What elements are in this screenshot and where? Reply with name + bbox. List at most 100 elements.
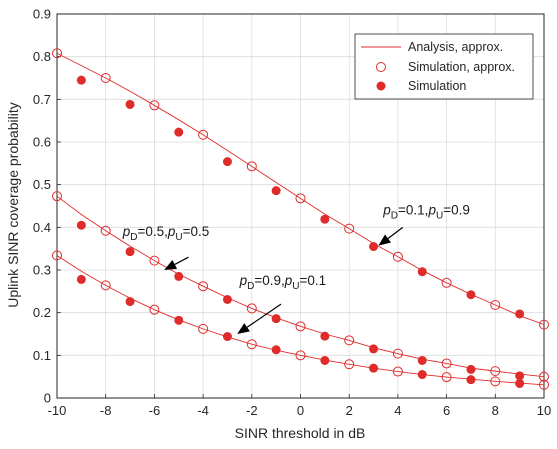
y-tick-label: 0.2 — [33, 305, 51, 320]
curve-label-2: pD=0.9,pU=0.1 — [239, 273, 327, 292]
curve-label-part: p — [382, 203, 391, 218]
simulation-approx-point — [392, 366, 403, 377]
y-tick-label: 0.8 — [33, 49, 51, 64]
simulation-approx-point — [149, 255, 160, 266]
y-tick-label: 0.9 — [33, 7, 51, 22]
simulation-point — [369, 242, 379, 252]
x-tick-label: 8 — [492, 403, 499, 418]
simulation-approx-point — [539, 379, 549, 390]
x-tick-label: 2 — [346, 403, 353, 418]
simulation-approx-point — [52, 191, 62, 202]
simulation-point — [174, 271, 184, 281]
y-tick-label: 0.4 — [33, 220, 51, 235]
simulation-approx-point — [392, 348, 403, 359]
y-tick-label: 0 — [44, 391, 51, 406]
annotation-arrow-head — [164, 259, 178, 270]
simulation-approx-point — [441, 277, 452, 288]
simulation-approx-point — [198, 129, 209, 140]
simulation-approx-point — [149, 304, 160, 315]
legend-label-simulation-approx: Simulation, approx. — [408, 60, 515, 74]
simulation-point — [125, 99, 135, 109]
y-tick-label: 0.3 — [33, 263, 51, 278]
y-tick-label: 0.6 — [33, 135, 51, 150]
simulation-point — [515, 309, 525, 319]
simulation-approx-point — [198, 323, 209, 334]
curve-label-part: D — [391, 211, 398, 222]
annotation-arrow-head — [378, 234, 392, 246]
curve-label-part: =0.9 — [443, 203, 470, 218]
annotation-arrow-shaft — [174, 256, 189, 265]
simulation-approx-point — [539, 319, 549, 330]
simulation-point — [369, 363, 379, 373]
series-group-2 — [52, 250, 549, 390]
simulation-approx-point — [344, 223, 355, 234]
simulation-approx-point — [344, 359, 355, 370]
simulation-point — [76, 274, 86, 284]
simulation-approx-point — [344, 335, 355, 346]
simulation-point — [369, 344, 379, 354]
simulation-approx-point — [100, 73, 111, 83]
simulation-point — [515, 371, 525, 381]
x-tick-label: -4 — [197, 403, 209, 418]
x-tick-label: 0 — [297, 403, 304, 418]
simulation-point — [466, 364, 476, 374]
x-tick-label: 6 — [443, 403, 450, 418]
x-axis-label: SINR threshold in dB — [235, 425, 366, 441]
curve-label-part: p — [284, 273, 293, 288]
simulation-point — [76, 75, 86, 85]
annotations: pD=0.1,pU=0.9pD=0.5,pU=0.5pD=0.9,pU=0.1 — [122, 203, 470, 334]
curve-label-part: U — [436, 211, 443, 222]
simulation-point — [174, 127, 184, 137]
simulation-approx-point — [149, 100, 160, 111]
simulation-point — [222, 332, 232, 342]
simulation-approx-point — [100, 225, 111, 236]
simulation-approx-point — [52, 48, 62, 59]
simulation-point — [320, 331, 330, 341]
simulation-approx-point — [539, 371, 549, 382]
simulation-approx-point — [198, 281, 209, 292]
simulation-approx-point — [490, 376, 501, 387]
annotation-arrow-head — [237, 323, 250, 334]
curve-label-part: p — [427, 203, 436, 218]
annotation-arrow-shaft — [387, 226, 404, 239]
legend-simulation-dot-icon — [376, 81, 386, 91]
simulation-approx-point — [295, 321, 306, 332]
x-tick-label: -2 — [246, 403, 258, 418]
x-tick-label: -8 — [100, 403, 112, 418]
legend-box — [354, 33, 534, 100]
simulation-point — [515, 378, 525, 388]
simulation-approx-point — [441, 372, 452, 383]
y-tick-label: 0.1 — [33, 348, 51, 363]
simulation-point — [125, 247, 135, 257]
x-tick-label: 10 — [537, 403, 551, 418]
curve-label-part: p — [239, 273, 248, 288]
simulation-point — [271, 345, 281, 355]
series-group-0 — [52, 48, 549, 330]
curve-label-part: U — [292, 281, 299, 292]
simulation-point — [271, 186, 281, 196]
simulation-approx-point — [490, 366, 501, 377]
simulation-point — [76, 220, 86, 230]
curve-label-part: =0.1 — [300, 273, 327, 288]
simulation-point — [417, 267, 427, 277]
analysis-line — [56, 255, 545, 386]
simulation-point — [417, 355, 427, 365]
simulation-point — [222, 294, 232, 304]
simulation-approx-point — [246, 339, 257, 350]
x-tick-label: -10 — [48, 403, 67, 418]
legend-simulation-approx-circle-icon — [376, 62, 386, 72]
y-tick-label: 0.5 — [33, 177, 51, 192]
curve-label-part: U — [175, 232, 182, 243]
simulation-approx-point — [246, 161, 257, 172]
simulation-approx-point — [246, 303, 257, 314]
simulation-point — [466, 375, 476, 385]
curve-label-part: =0.5, — [137, 224, 167, 239]
simulation-approx-point — [392, 251, 403, 262]
curve-label-part: D — [130, 232, 137, 243]
simulation-approx-point — [52, 250, 62, 261]
x-tick-label: -6 — [149, 403, 161, 418]
simulation-approx-point — [100, 280, 111, 291]
curve-label-part: p — [122, 224, 131, 239]
x-tick-label: 4 — [394, 403, 401, 418]
